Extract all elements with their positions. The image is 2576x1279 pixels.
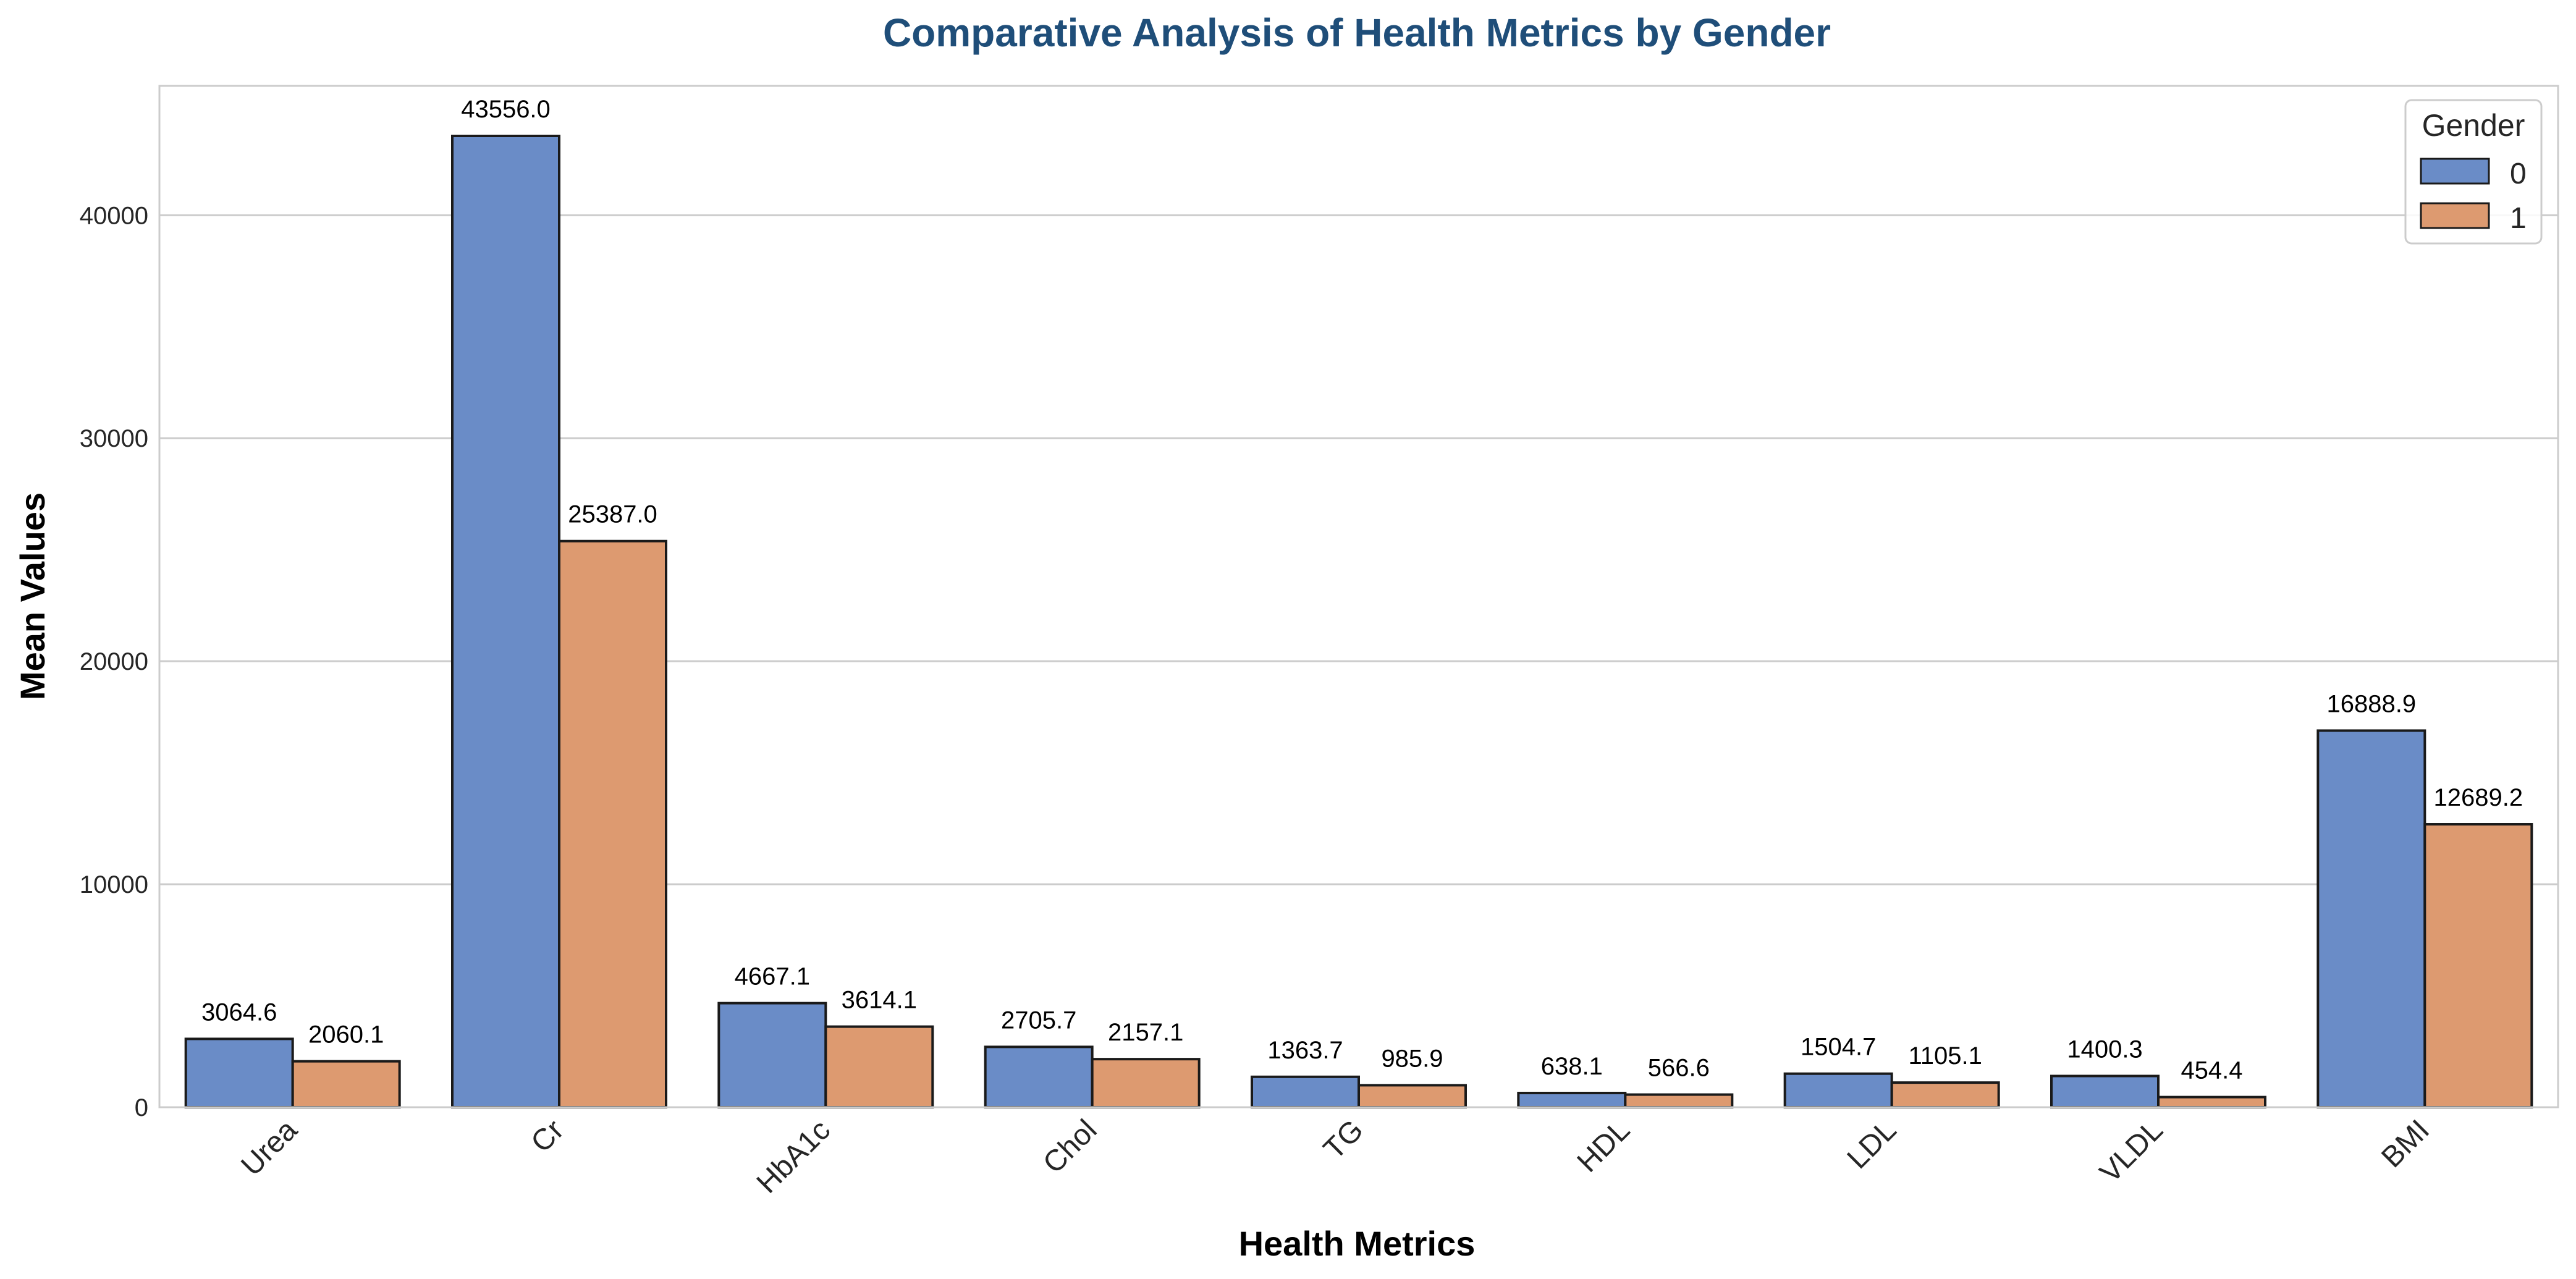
value-label-series-1-ldl: 1105.1 bbox=[1908, 1042, 1982, 1070]
x-tick-label-hba1c: HbA1c bbox=[751, 1113, 837, 1199]
x-tick-label-vldl: VLDL bbox=[2093, 1113, 2169, 1189]
value-label-series-0-chol: 2705.7 bbox=[1001, 1007, 1076, 1034]
bar-series-0-hdl bbox=[1517, 1091, 1627, 1108]
x-tick-label-cr: Cr bbox=[525, 1113, 570, 1159]
value-label-series-1-bmi: 12689.2 bbox=[2434, 784, 2523, 811]
value-label-series-0-hdl: 638.1 bbox=[1541, 1053, 1603, 1080]
bar-series-1-ldl bbox=[1890, 1081, 2000, 1109]
value-label-series-0-hba1c: 4667.1 bbox=[735, 963, 810, 990]
legend-label-series-1: 1 bbox=[2510, 202, 2527, 235]
y-tick-label: 30000 bbox=[80, 425, 148, 452]
y-axis-ticks: 0 10000 20000 30000 40000 bbox=[80, 202, 148, 1121]
legend-label-series-0: 0 bbox=[2510, 158, 2527, 190]
bar-series-1-hdl bbox=[1624, 1093, 1734, 1108]
legend-swatch-series-0 bbox=[2420, 158, 2490, 185]
value-labels: 3064.6 2060.1 43556.0 25387.0 4667.1 3614.1 27… bbox=[201, 96, 2523, 1084]
x-tick-label-ldl: LDL bbox=[1841, 1113, 1903, 1175]
value-label-series-0-tg: 1363.7 bbox=[1267, 1037, 1343, 1064]
bar-series-1-bmi bbox=[2423, 823, 2533, 1108]
chart-title: Comparative Analysis of Health Metrics b… bbox=[883, 11, 1831, 55]
bars bbox=[184, 134, 2533, 1109]
value-label-series-1-tg: 985.9 bbox=[1381, 1045, 1443, 1072]
bar-series-0-tg bbox=[1251, 1075, 1360, 1108]
value-label-series-1-vldl: 454.4 bbox=[2181, 1057, 2242, 1084]
value-label-series-0-ldl: 1504.7 bbox=[1801, 1034, 1876, 1061]
value-label-series-1-hdl: 566.6 bbox=[1648, 1055, 1710, 1082]
x-tick-label-chol: Chol bbox=[1037, 1113, 1103, 1180]
bar-series-1-tg bbox=[1358, 1084, 1467, 1109]
bar-series-0-ldl bbox=[1783, 1072, 1893, 1109]
value-label-series-0-bmi: 16888.9 bbox=[2327, 690, 2417, 717]
bar-series-1-cr bbox=[558, 539, 667, 1108]
bar-series-0-bmi bbox=[2316, 729, 2426, 1108]
bar-series-0-chol bbox=[984, 1045, 1094, 1108]
bar-series-1-urea bbox=[291, 1060, 401, 1108]
bar-series-0-urea bbox=[184, 1037, 294, 1108]
value-label-series-1-chol: 2157.1 bbox=[1108, 1019, 1183, 1046]
plot-frame bbox=[158, 85, 2559, 1108]
legend-swatch-series-1 bbox=[2420, 202, 2490, 229]
y-tick-label: 10000 bbox=[80, 871, 148, 898]
legend-title: Gender bbox=[2422, 108, 2525, 143]
bar-series-1-vldl bbox=[2157, 1095, 2266, 1109]
value-label-series-1-urea: 2060.1 bbox=[308, 1021, 384, 1049]
x-axis-ticks: Urea Cr HbA1c Chol TG HDL LDL VLDL BMI bbox=[235, 1113, 2436, 1200]
x-tick-label-urea: Urea bbox=[235, 1113, 303, 1182]
y-tick-label: 0 bbox=[135, 1094, 148, 1121]
value-label-series-1-cr: 25387.0 bbox=[568, 501, 657, 528]
bar-series-1-hba1c bbox=[824, 1025, 934, 1109]
bar-series-1-chol bbox=[1091, 1058, 1201, 1109]
value-label-series-0-vldl: 1400.3 bbox=[2067, 1036, 2142, 1063]
bar-series-0-hba1c bbox=[717, 1002, 827, 1108]
x-tick-label-tg: TG bbox=[1317, 1113, 1370, 1166]
bar-series-0-vldl bbox=[2050, 1074, 2160, 1109]
x-tick-label-hdl: HDL bbox=[1571, 1113, 1636, 1178]
y-tick-label: 40000 bbox=[80, 202, 148, 229]
value-label-series-1-hba1c: 3614.1 bbox=[842, 987, 917, 1014]
value-label-series-0-cr: 43556.0 bbox=[461, 96, 551, 123]
x-tick-label-bmi: BMI bbox=[2375, 1113, 2436, 1174]
value-label-series-0-urea: 3064.6 bbox=[201, 998, 277, 1026]
bar-series-0-cr bbox=[451, 134, 560, 1109]
y-axis-title: Mean Values bbox=[13, 492, 52, 700]
legend: Gender 0 1 bbox=[2404, 99, 2543, 245]
x-axis-title: Health Metrics bbox=[1239, 1224, 1476, 1263]
y-tick-label: 20000 bbox=[80, 648, 148, 675]
